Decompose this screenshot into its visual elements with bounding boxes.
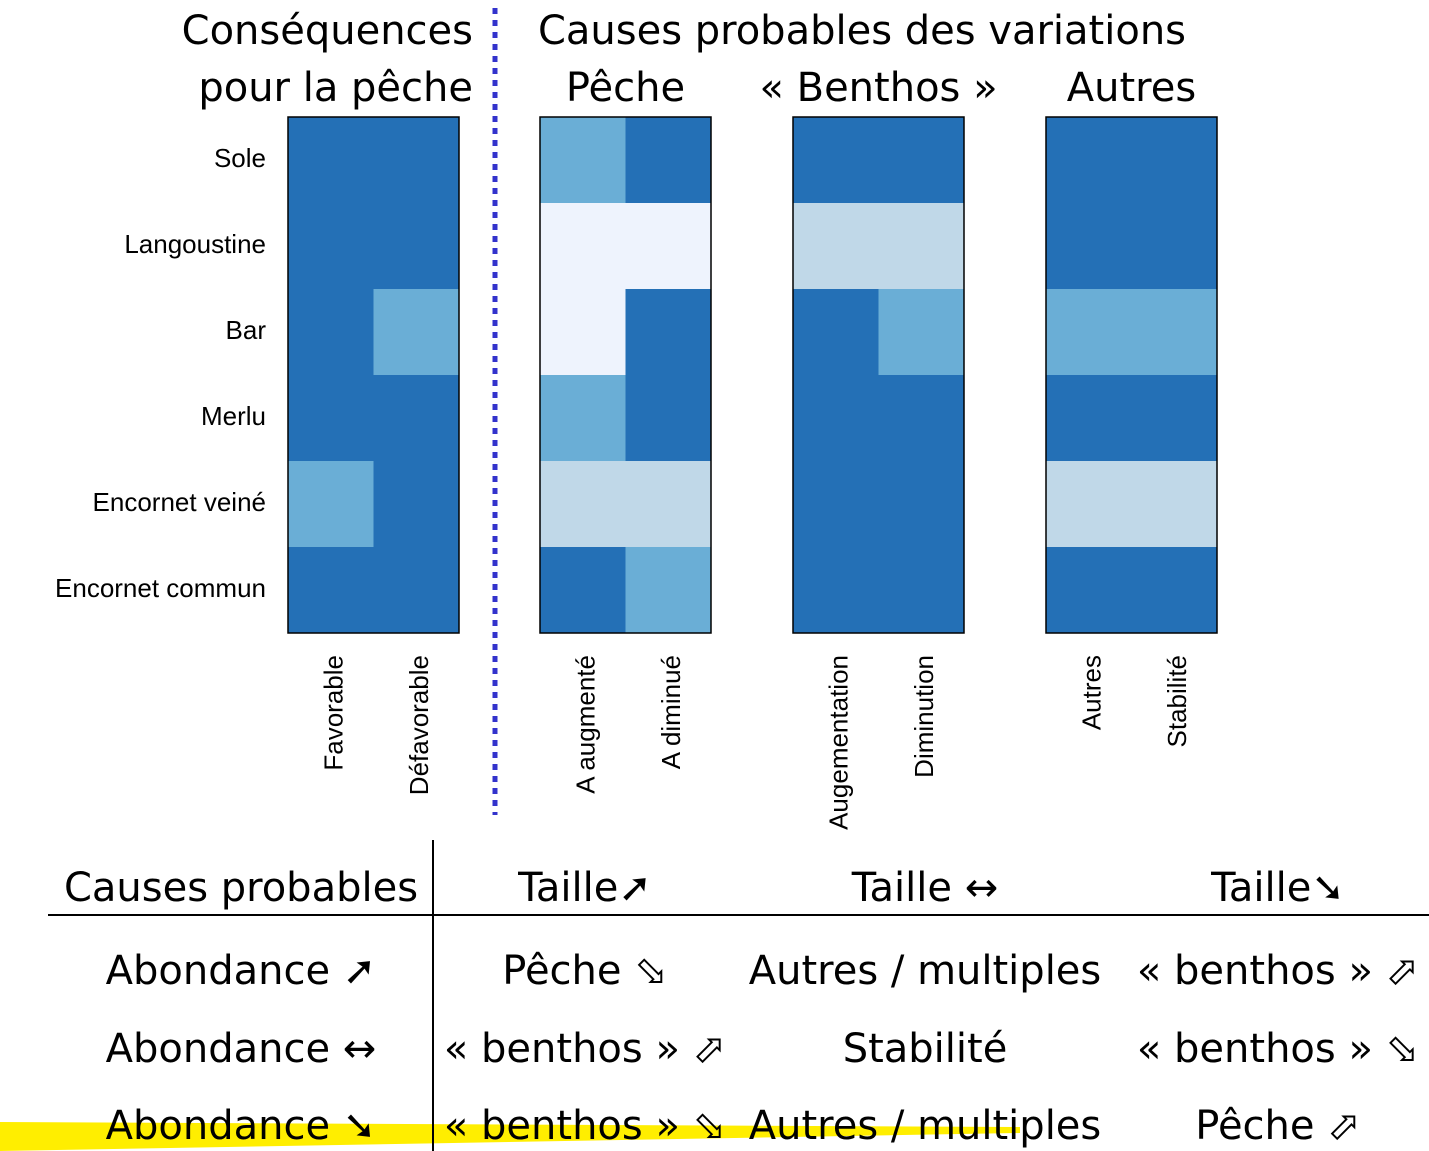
cell [793, 461, 879, 548]
row-label: Sole [214, 143, 266, 173]
cell [878, 289, 965, 376]
table-cell: « benthos » ⬀ [1137, 948, 1419, 994]
highlight [0, 1122, 1020, 1151]
left-title: pour la pêche [198, 65, 473, 111]
cell [373, 203, 460, 290]
cell [625, 117, 712, 204]
cell [793, 547, 879, 634]
row-label: Merlu [201, 401, 266, 431]
grid-frame [539, 116, 712, 634]
table-cell: Abondance ➚ [106, 948, 377, 994]
column-label: Stabilité [1162, 655, 1192, 748]
group-title: Pêche [566, 65, 685, 111]
table-header: Taille➚ [517, 865, 652, 911]
column-label: Favorable [319, 655, 349, 771]
row-label: Langoustine [124, 229, 266, 259]
cell [1131, 461, 1218, 548]
cell [878, 547, 965, 634]
column-label: Augementation [824, 655, 854, 830]
cell [878, 117, 965, 204]
cell [1131, 203, 1218, 290]
table-cell: Pêche ⬂ [502, 948, 668, 994]
cell [1046, 203, 1132, 290]
table-cell: Autres / multiples [749, 948, 1102, 994]
cell [288, 461, 374, 548]
cell [373, 547, 460, 634]
cell [540, 375, 626, 462]
cell [793, 203, 879, 290]
table-cell: « benthos » ⬂ [444, 1103, 726, 1149]
table-header: Taille➘ [1210, 865, 1345, 911]
cell [1046, 547, 1132, 634]
cell [1046, 117, 1132, 204]
cell [1131, 117, 1218, 204]
cell [625, 375, 712, 462]
cell [540, 203, 626, 290]
cell [373, 375, 460, 462]
cell [878, 461, 965, 548]
group-title: Autres [1067, 65, 1196, 111]
cell [1046, 461, 1132, 548]
table-cell: Autres / multiples [749, 1103, 1102, 1149]
cell [793, 117, 879, 204]
cell [540, 289, 626, 376]
group-title: « Benthos » [759, 65, 997, 111]
cell [1046, 289, 1132, 376]
cell [288, 547, 374, 634]
cell [1131, 375, 1218, 462]
cell [793, 289, 879, 376]
table-cell: Stabilité [843, 1026, 1008, 1072]
table-header: Taille ↔ [851, 865, 999, 911]
row-label: Encornet veiné [93, 487, 266, 517]
cell [625, 203, 712, 290]
cell [373, 117, 460, 204]
table-cell: Abondance ➘ [106, 1103, 377, 1149]
cell [540, 461, 626, 548]
cell [288, 203, 374, 290]
grid-frame [1045, 116, 1218, 634]
table-cell: « benthos » ⬀ [444, 1026, 726, 1072]
cell [625, 547, 712, 634]
column-label: Autres [1077, 655, 1107, 730]
right-title: Causes probables des variations [538, 8, 1186, 54]
cell [288, 375, 374, 462]
grid-frame [792, 116, 965, 634]
row-label: Encornet commun [55, 573, 266, 603]
cell [373, 289, 460, 376]
left-title: Conséquences [182, 8, 473, 54]
row-label: Bar [226, 315, 267, 345]
cell [373, 461, 460, 548]
cell [1131, 289, 1218, 376]
table-cell: Abondance ↔ [106, 1026, 377, 1072]
table-cell: Pêche ⬀ [1195, 1103, 1361, 1149]
cell [1131, 547, 1218, 634]
cell [288, 117, 374, 204]
grid-frame [287, 116, 460, 634]
cell [793, 375, 879, 462]
column-label: A augmenté [571, 655, 601, 794]
cell [625, 289, 712, 376]
table-header: Causes probables [64, 865, 418, 911]
column-label: A diminué [656, 655, 686, 769]
cell [1046, 375, 1132, 462]
cell [625, 461, 712, 548]
cell [540, 547, 626, 634]
cell [540, 117, 626, 204]
column-label: Défavorable [404, 655, 434, 795]
table-cell: « benthos » ⬂ [1137, 1026, 1419, 1072]
cell [878, 203, 965, 290]
cell [288, 289, 374, 376]
cell [878, 375, 965, 462]
column-label: Diminution [909, 655, 939, 778]
